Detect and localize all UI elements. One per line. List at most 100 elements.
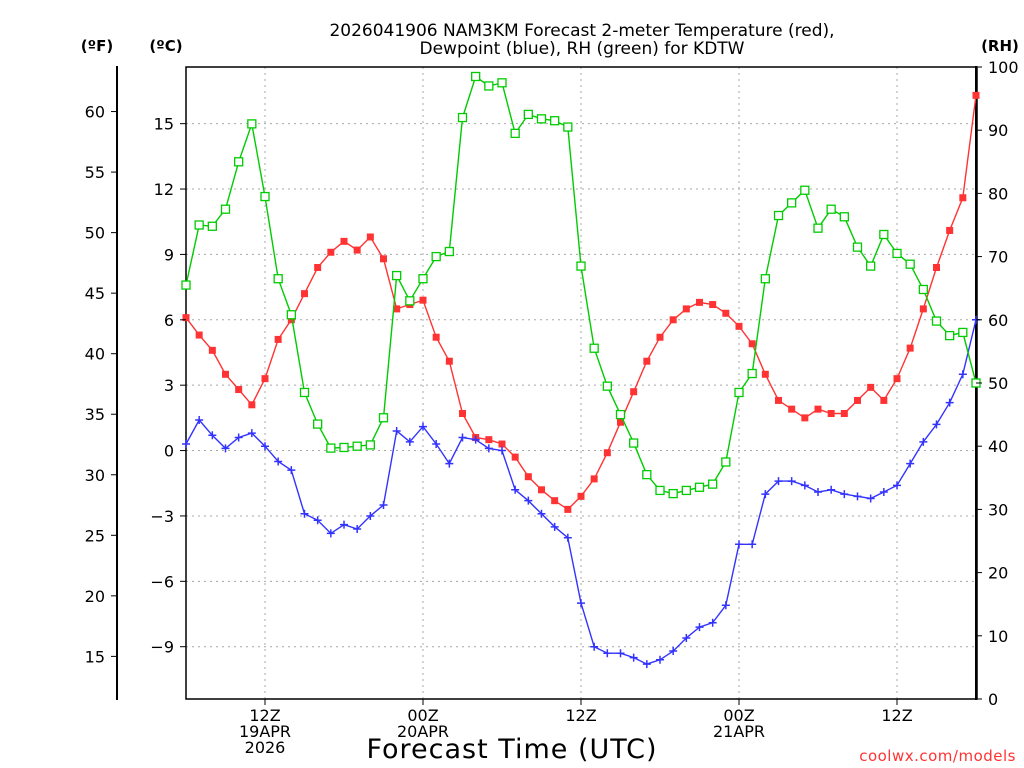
x-tick-label: 21APR bbox=[713, 722, 765, 741]
rh-point bbox=[220, 204, 231, 214]
temperature-point bbox=[301, 290, 308, 298]
dewpoint-point bbox=[379, 501, 388, 510]
dewpoint-point bbox=[313, 516, 322, 525]
rh-point bbox=[260, 191, 270, 202]
dewpoint-point bbox=[814, 487, 822, 496]
temperature-point bbox=[696, 298, 703, 306]
rh-point bbox=[510, 128, 520, 139]
fahrenheit-unit-label: (ºF) bbox=[81, 37, 113, 55]
temperature-point bbox=[551, 497, 559, 505]
celsius-unit-label: (ºC) bbox=[149, 37, 182, 55]
x-tick-label: 12Z bbox=[881, 706, 912, 725]
temperature-point bbox=[590, 475, 598, 483]
dewpoint-point bbox=[879, 487, 888, 496]
rh-point bbox=[313, 419, 323, 429]
x-axis-label: Forecast Time (UTC) bbox=[366, 734, 657, 765]
temperature-point bbox=[182, 314, 190, 322]
temperature-point bbox=[880, 396, 888, 404]
rh-point bbox=[523, 109, 533, 120]
rh-tick-label: 50 bbox=[988, 374, 1008, 393]
temperature-point bbox=[814, 405, 822, 413]
temperature-point bbox=[432, 333, 440, 341]
rh-point bbox=[326, 443, 336, 453]
temperature-point bbox=[656, 333, 664, 341]
temperature-point bbox=[643, 357, 651, 365]
dewpoint-point bbox=[326, 529, 335, 538]
rh-tick-label: 10 bbox=[988, 627, 1008, 646]
dewpoint-point bbox=[182, 440, 190, 449]
rh-point bbox=[668, 488, 678, 499]
fahrenheit-tick-label: 30 bbox=[85, 466, 105, 485]
rh-point bbox=[866, 261, 876, 271]
temperature-point bbox=[314, 263, 322, 271]
rh-point bbox=[615, 409, 626, 420]
temperature-point bbox=[564, 505, 572, 513]
dewpoint-point bbox=[708, 618, 717, 627]
rh-point bbox=[392, 270, 402, 281]
fahrenheit-tick-label: 60 bbox=[85, 103, 105, 122]
rh-point bbox=[550, 116, 560, 126]
rh-point bbox=[602, 381, 612, 391]
rh-point bbox=[747, 368, 757, 379]
dewpoint-point bbox=[445, 459, 454, 468]
temperature-point bbox=[195, 331, 203, 339]
fahrenheit-tick-label: 15 bbox=[85, 647, 105, 666]
rh-point bbox=[694, 482, 705, 492]
dewpoint-point bbox=[827, 485, 836, 494]
x-tick-label: 00Z bbox=[723, 706, 754, 725]
temperature-point bbox=[524, 473, 532, 481]
rh-point bbox=[787, 198, 797, 208]
rh-point bbox=[378, 413, 389, 423]
temperature-point bbox=[748, 340, 756, 348]
rh-point bbox=[444, 246, 454, 257]
temperature-point bbox=[735, 322, 743, 330]
temperature-point bbox=[919, 305, 927, 313]
temperature-point bbox=[353, 246, 361, 254]
x-tick-label: 20APR bbox=[397, 722, 449, 741]
dewpoint-point bbox=[247, 429, 256, 438]
dewpoint-point bbox=[787, 477, 796, 486]
dewpoint-point bbox=[340, 520, 348, 529]
temperature-point bbox=[577, 492, 585, 500]
celsius-tick-label: −6 bbox=[150, 572, 174, 591]
temperature-point bbox=[511, 453, 519, 461]
dewpoint-point bbox=[498, 446, 506, 455]
dewpoint-point bbox=[524, 496, 533, 505]
rh-tick-label: 20 bbox=[988, 564, 1008, 583]
dewpoint-point bbox=[893, 481, 901, 490]
dewpoint-point bbox=[458, 433, 467, 442]
dewpoint-point bbox=[761, 490, 770, 499]
dewpoint-point bbox=[392, 426, 401, 435]
temperature-point bbox=[380, 255, 387, 263]
fahrenheit-tick-label: 35 bbox=[85, 405, 105, 424]
rh-unit-label: (RH) bbox=[981, 37, 1019, 55]
rh-tick-label: 60 bbox=[988, 311, 1008, 330]
dewpoint-point bbox=[840, 490, 849, 499]
rh-point bbox=[536, 114, 547, 124]
dewpoint-point bbox=[945, 398, 954, 407]
rh-point bbox=[721, 457, 731, 467]
dewpoint-point bbox=[669, 647, 678, 656]
dewpoint-point bbox=[748, 540, 757, 549]
celsius-tick-label: 9 bbox=[164, 245, 174, 264]
temperature-point bbox=[775, 396, 782, 404]
rh-point bbox=[879, 229, 889, 240]
temperature-point bbox=[959, 194, 967, 202]
fahrenheit-tick-label: 20 bbox=[85, 587, 105, 606]
temperature-point bbox=[208, 346, 216, 354]
temperature-point bbox=[327, 248, 335, 256]
temperature-point bbox=[459, 410, 466, 418]
rh-point bbox=[299, 387, 310, 398]
chart-title-line1: 2026041906 NAM3KM Forecast 2-meter Tempe… bbox=[329, 21, 834, 41]
temperature-point bbox=[445, 357, 453, 365]
celsius-tick-label: 3 bbox=[164, 376, 174, 395]
temperature-point bbox=[261, 375, 269, 383]
dewpoint-point bbox=[603, 649, 612, 658]
temperature-point bbox=[393, 305, 401, 313]
dewpoint-point bbox=[419, 422, 427, 431]
rh-point bbox=[800, 185, 810, 195]
dewpoint-point bbox=[537, 509, 546, 518]
temperature-point bbox=[340, 237, 348, 245]
rh-point bbox=[207, 221, 217, 231]
temperature-point bbox=[893, 375, 901, 383]
